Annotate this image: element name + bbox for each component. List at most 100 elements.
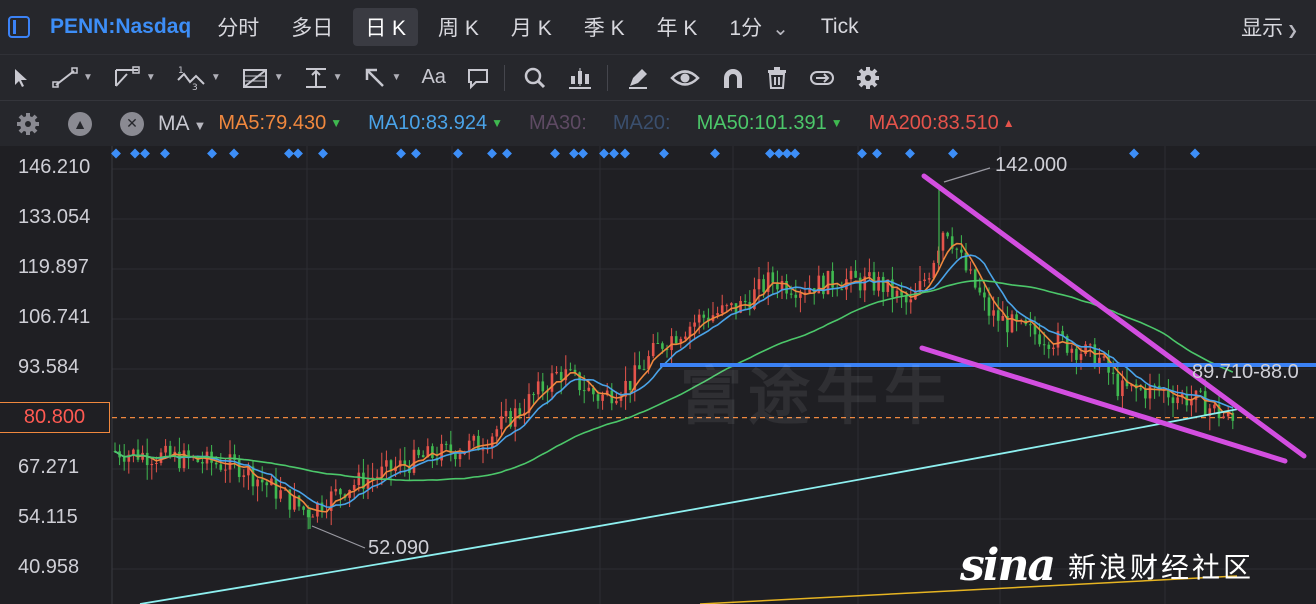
price-axis-label: 119.897 (18, 256, 89, 278)
top-toolbar: PENN:Nasdaq 分时 多日 日 K 周 K 月 K 季 K 年 K 1分 ⌄ Tick 显… (0, 0, 1316, 54)
signal-marker (550, 148, 560, 159)
signal-marker (569, 148, 579, 159)
candle-body (587, 387, 591, 391)
candle-body (642, 369, 646, 371)
signal-marker (659, 148, 669, 159)
candle-body (766, 272, 770, 292)
arrow-tool-icon[interactable]: ▼ (363, 66, 401, 90)
candle-body (1190, 399, 1193, 406)
close-icon[interactable]: ✕ (120, 111, 144, 136)
line-tool-icon[interactable]: ▼ (52, 66, 93, 89)
down-arrow-icon: ▼ (491, 116, 503, 130)
trash-icon[interactable] (766, 66, 788, 90)
ma-label: MA200:83.510 (868, 112, 999, 134)
candle-body (840, 289, 844, 291)
candle-body (684, 336, 687, 339)
candle-body (504, 411, 508, 417)
candle-body (1213, 404, 1216, 409)
candle-body (403, 460, 407, 466)
tab-5[interactable]: 季 K (572, 8, 637, 46)
search-icon[interactable] (523, 66, 547, 90)
text-tool-icon[interactable]: Aa (421, 66, 445, 89)
candle-body (467, 440, 471, 452)
signal-marker (229, 148, 239, 159)
magnet-icon[interactable] (720, 66, 746, 90)
comment-tool-icon[interactable] (466, 66, 490, 90)
tab-4[interactable]: 月 K (499, 8, 564, 46)
candle-body (375, 476, 379, 478)
candle-body (1029, 324, 1032, 326)
ma-item[interactable]: MA50:101.391 ▼ (697, 112, 843, 135)
candle-body (334, 489, 338, 492)
horizontal-line-icon[interactable]: ▼ (304, 66, 343, 90)
candle-body (247, 466, 250, 476)
eye-icon[interactable] (670, 67, 700, 89)
ma10-line (114, 254, 1234, 509)
candle-body (541, 381, 545, 392)
candle-body (964, 252, 968, 271)
signal-marker (293, 148, 303, 159)
gear-icon[interactable] (856, 66, 880, 90)
pen-icon[interactable] (626, 66, 650, 90)
candle-body (279, 490, 282, 499)
sidebar-toggle-icon[interactable] (8, 16, 30, 38)
candle-body (431, 446, 434, 459)
ma-item[interactable]: MA5:79.430 ▼ (218, 112, 342, 135)
tab-0[interactable]: 分时 (205, 8, 271, 46)
signal-marker (111, 148, 121, 159)
collapse-up-icon[interactable]: ▲ (68, 111, 92, 136)
candle-body (927, 278, 931, 280)
tab-2[interactable]: 日 K (353, 8, 419, 46)
tab-7[interactable]: 1分 ⌄ (717, 8, 800, 46)
ma-label: MA20: (612, 112, 671, 134)
ma-label: MA5:79.430 (218, 112, 327, 134)
candle-body (339, 489, 342, 495)
candle-body (132, 449, 135, 455)
tab-6[interactable]: 年 K (645, 8, 710, 46)
price-chart[interactable] (0, 146, 1316, 604)
signal-marker (284, 148, 294, 159)
candle-body (145, 452, 149, 466)
candle-body (881, 276, 885, 292)
indicator-settings-gear-icon[interactable] (16, 112, 40, 136)
candle-body (638, 365, 641, 370)
candle-body (605, 390, 609, 395)
cursor-arrow-icon[interactable] (12, 67, 32, 89)
ma-item[interactable]: MA10:83.924 ▼ (368, 112, 503, 135)
indicator-type-selector[interactable]: MA ▼ (158, 112, 206, 136)
candle-body (996, 310, 1000, 321)
channel-tool-icon[interactable]: ▼ (113, 65, 156, 90)
candle-body (454, 452, 457, 460)
candle-icon[interactable] (567, 66, 593, 90)
candle-body (743, 300, 747, 303)
candle-body (651, 343, 655, 357)
signal-marker (318, 148, 328, 159)
fibonacci-tool-icon[interactable]: ▼ (241, 66, 284, 90)
tab-3[interactable]: 周 K (426, 8, 491, 46)
tab-label: 1分 (729, 17, 763, 40)
candle-body (789, 293, 793, 295)
candle-body (320, 502, 324, 512)
sync-icon[interactable] (808, 66, 836, 90)
signal-marker (609, 148, 619, 159)
candle-body (1098, 357, 1101, 368)
signal-marker (872, 148, 882, 159)
tab-8[interactable]: Tick (809, 11, 871, 43)
ticker-symbol[interactable]: PENN:Nasdaq (50, 15, 192, 38)
candle-body (523, 412, 526, 415)
candle-body (500, 416, 503, 430)
indicator-bar: ▲ ✕ MA ▼ MA5:79.430 ▼ MA10:83.924 ▼ MA30: MA20… (0, 100, 1316, 146)
candle-body (1061, 331, 1064, 337)
candle-body (509, 411, 512, 427)
ma-item[interactable]: MA30: (529, 112, 587, 135)
candle-body (624, 380, 627, 397)
display-menu-button[interactable]: 显示 ❯ (1241, 12, 1298, 42)
tab-1[interactable]: 多日 (279, 8, 345, 46)
candle-body (849, 270, 853, 280)
candle-body (1052, 347, 1055, 349)
ma-item[interactable]: MA20: (613, 112, 671, 135)
candle-body (559, 371, 563, 381)
ma-item[interactable]: MA200:83.510 ▲ (869, 112, 1015, 135)
